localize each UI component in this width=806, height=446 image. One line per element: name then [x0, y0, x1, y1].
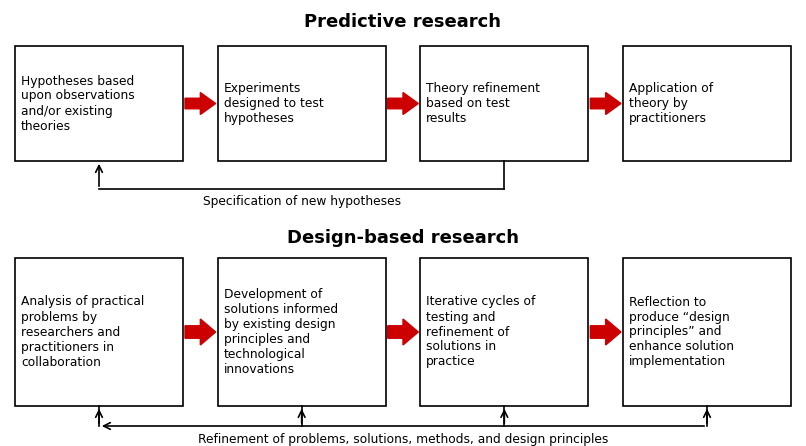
Bar	[421, 46, 588, 161]
Text: Hypotheses based
upon observations
and/or existing
theories: Hypotheses based upon observations and/o…	[21, 74, 135, 132]
Polygon shape	[185, 319, 216, 345]
Polygon shape	[590, 319, 621, 345]
Bar	[218, 258, 385, 406]
Text: Iterative cycles of
testing and
refinement of
solutions in
practice: Iterative cycles of testing and refineme…	[426, 296, 536, 368]
Text: Predictive research: Predictive research	[305, 13, 501, 31]
Bar	[421, 258, 588, 406]
Text: Application of
theory by
practitioners: Application of theory by practitioners	[629, 82, 713, 125]
Bar	[623, 46, 791, 161]
Polygon shape	[590, 92, 621, 115]
Polygon shape	[388, 319, 418, 345]
Text: Analysis of practical
problems by
researchers and
practitioners in
collaboration: Analysis of practical problems by resear…	[21, 296, 144, 368]
Polygon shape	[388, 92, 418, 115]
Text: Development of
solutions informed
by existing design
principles and
technologica: Development of solutions informed by exi…	[224, 288, 338, 376]
Bar	[218, 46, 385, 161]
Polygon shape	[185, 92, 216, 115]
Text: Experiments
designed to test
hypotheses: Experiments designed to test hypotheses	[224, 82, 323, 125]
Bar	[623, 258, 791, 406]
Bar	[15, 46, 183, 161]
Text: Reflection to
produce “design
principles” and
enhance solution
implementation: Reflection to produce “design principles…	[629, 296, 734, 368]
Bar	[15, 258, 183, 406]
Text: Theory refinement
based on test
results: Theory refinement based on test results	[426, 82, 540, 125]
Text: Specification of new hypotheses: Specification of new hypotheses	[202, 195, 401, 208]
Text: Refinement of problems, solutions, methods, and design principles: Refinement of problems, solutions, metho…	[197, 433, 609, 446]
Text: Design-based research: Design-based research	[287, 229, 519, 247]
